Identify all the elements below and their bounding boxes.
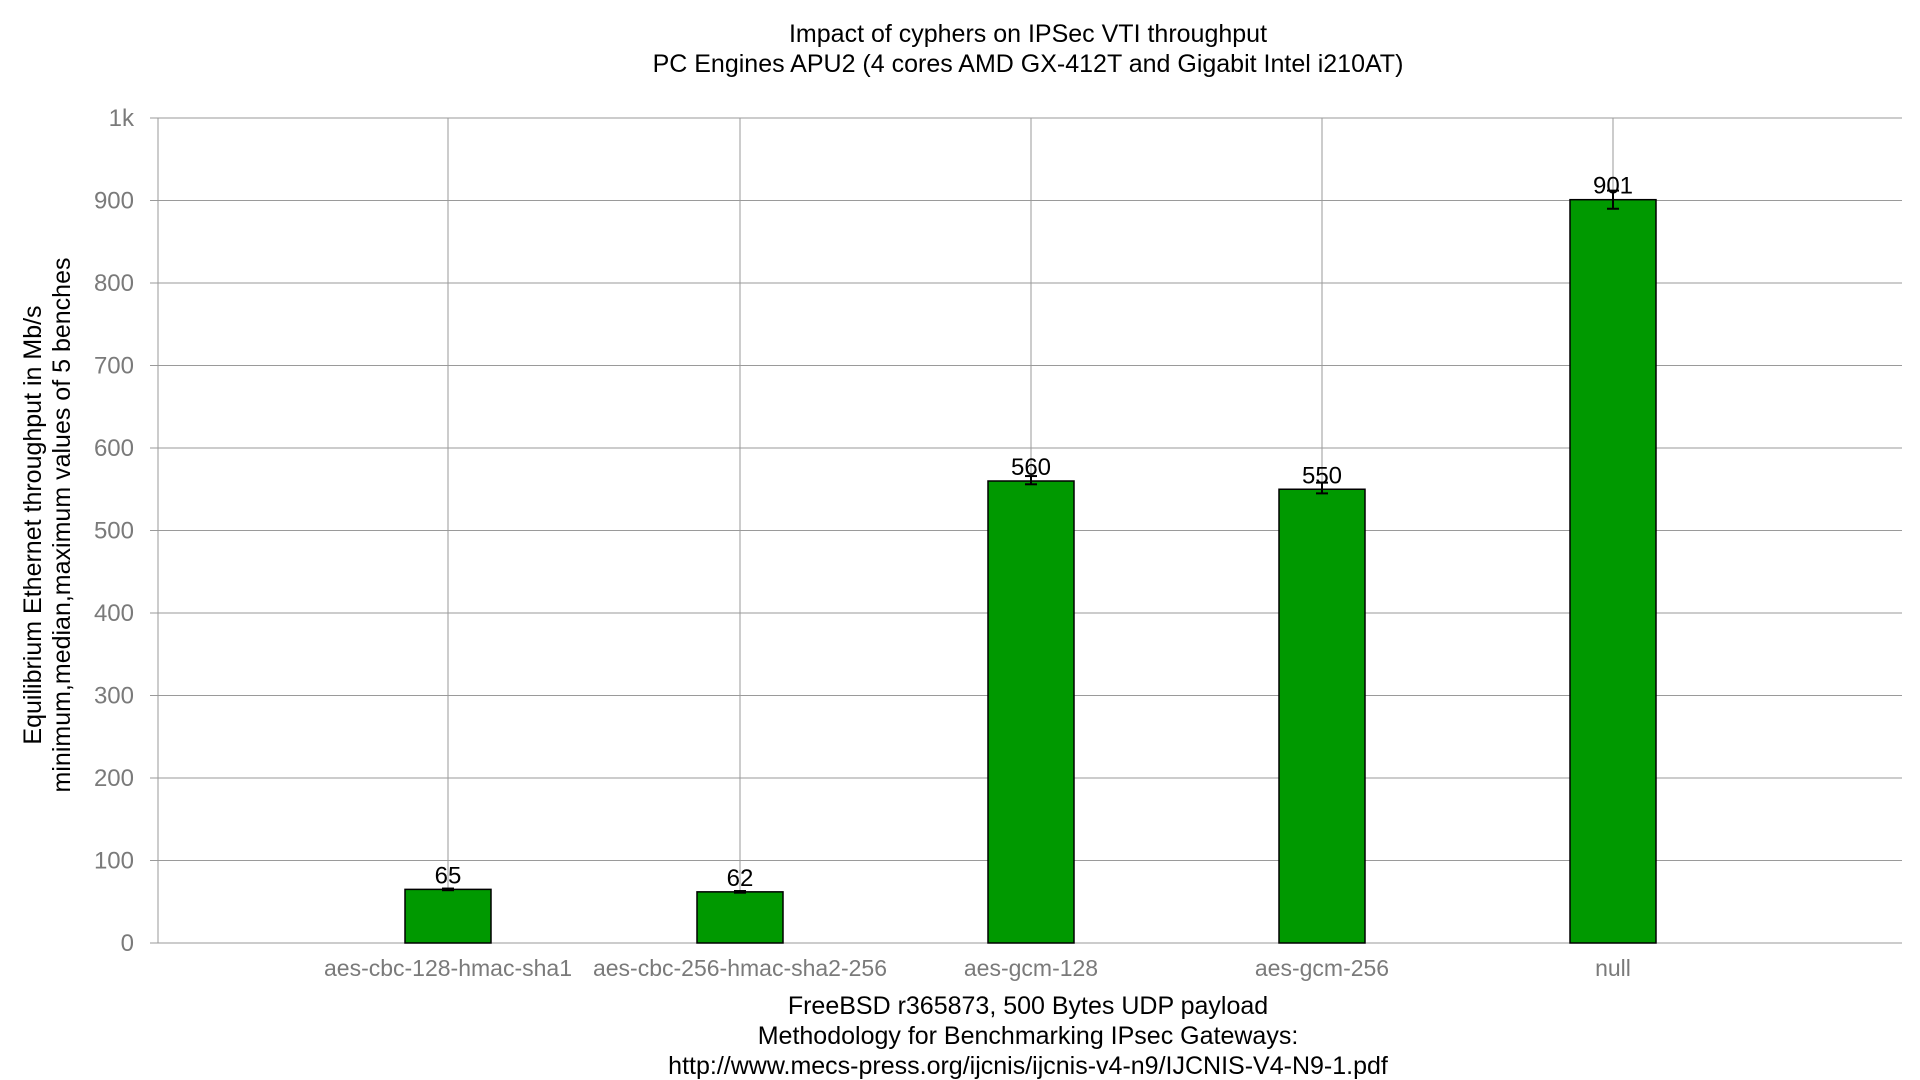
bar-aes-gcm-256: [1278, 488, 1366, 944]
y-axis-label-line-2: minimum,median,maximum values of 5 bench…: [48, 258, 76, 793]
chart-title-line-2: PC Engines APU2 (4 cores AMD GX-412T and…: [653, 50, 1404, 78]
data-label: 901: [1593, 173, 1633, 200]
error-bars: [442, 189, 1619, 894]
y-tick-label: 600: [94, 435, 134, 462]
x-category-label: aes-cbc-128-hmac-sha1: [324, 955, 572, 981]
x-axis-label: FreeBSD r365873, 500 Bytes UDP payload M…: [668, 992, 1388, 1080]
bar-null: [1569, 198, 1657, 944]
y-axis-label: Equilibrium Ethernet throughput in Mb/s …: [19, 258, 76, 793]
data-label: 550: [1302, 462, 1342, 489]
data-label: 62: [727, 865, 754, 892]
x-category-label: null: [1595, 955, 1631, 981]
data-label: 560: [1011, 454, 1051, 481]
chart-title-line-1: Impact of cyphers on IPSec VTI throughpu…: [789, 20, 1267, 48]
bars: [404, 198, 1657, 944]
y-tick-label: 100: [94, 848, 134, 875]
y-axis-ticks: 0 100 200 300 400 500 600 700 800 900 1k: [94, 105, 158, 957]
y-tick-label: 700: [94, 353, 134, 380]
x-category-label: aes-gcm-256: [1255, 955, 1389, 981]
y-axis-label-line-1: Equilibrium Ethernet throughput in Mb/s: [19, 305, 47, 744]
chart-title: Impact of cyphers on IPSec VTI throughpu…: [653, 20, 1404, 78]
y-tick-label: 400: [94, 600, 134, 627]
x-axis-label-line-3: http://www.mecs-press.org/ijcnis/ijcnis-…: [668, 1052, 1388, 1080]
x-axis-label-line-2: Methodology for Benchmarking IPsec Gatew…: [758, 1022, 1299, 1050]
y-tick-label: 900: [94, 188, 134, 215]
bar-aes-cbc-128-hmac-sha1: [404, 888, 492, 944]
x-category-label: aes-gcm-128: [964, 955, 1098, 981]
bar-aes-cbc-256-hmac-sha2-256: [696, 891, 784, 944]
x-axis-label-line-1: FreeBSD r365873, 500 Bytes UDP payload: [788, 992, 1268, 1020]
x-category-label: aes-cbc-256-hmac-sha2-256: [593, 955, 887, 981]
y-tick-label: 800: [94, 270, 134, 297]
bar-aes-gcm-128: [987, 480, 1075, 944]
y-tick-label: 500: [94, 518, 134, 545]
y-tick-label: 200: [94, 765, 134, 792]
y-tick-label: 300: [94, 683, 134, 710]
x-axis-categories: aes-cbc-128-hmac-sha1 aes-cbc-256-hmac-sh…: [324, 955, 1631, 981]
y-tick-label: 1k: [109, 105, 135, 132]
data-labels: 65 62 560 550 901: [435, 173, 1633, 892]
y-tick-label: 0: [121, 930, 134, 957]
data-label: 65: [435, 862, 462, 889]
